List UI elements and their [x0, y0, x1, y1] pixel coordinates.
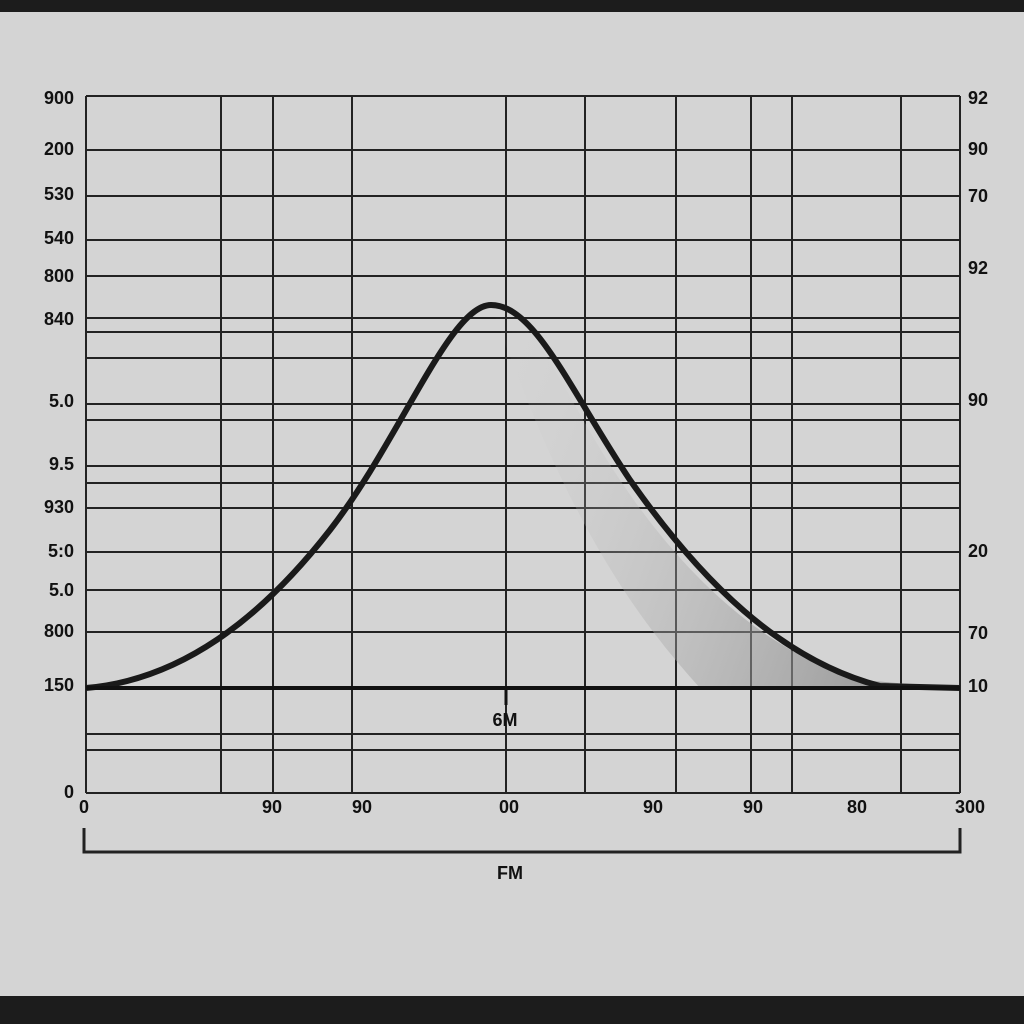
left-label: 900	[44, 88, 74, 108]
bottom-label: 90	[352, 797, 372, 817]
left-label: 540	[44, 228, 74, 248]
bottom-label: 0	[79, 797, 89, 817]
grid	[85, 95, 961, 794]
right-label: 90	[968, 139, 988, 159]
curve-shading	[491, 305, 960, 688]
right-label: 70	[968, 186, 988, 206]
left-label: 150	[44, 675, 74, 695]
top-bar	[0, 0, 1024, 12]
right-label: 92	[968, 88, 988, 108]
left-label: 930	[44, 497, 74, 517]
left-label: 840	[44, 309, 74, 329]
left-label: 9.5	[49, 454, 74, 474]
right-label: 20	[968, 541, 988, 561]
marker-label: 6M	[492, 710, 517, 730]
axis-bracket	[82, 828, 962, 854]
left-label: 800	[44, 266, 74, 286]
left-label: 200	[44, 139, 74, 159]
bottom-bar	[0, 996, 1024, 1024]
right-label: 10	[968, 676, 988, 696]
left-label: 800	[44, 621, 74, 641]
bottom-label: 90	[262, 797, 282, 817]
bell-curve	[85, 301, 961, 691]
left-label: 0	[64, 782, 74, 802]
axis-label: FM	[497, 863, 523, 883]
left-label: 5.0	[49, 580, 74, 600]
left-label: 530	[44, 184, 74, 204]
bottom-label: 90	[743, 797, 763, 817]
right-label: 70	[968, 623, 988, 643]
bottom-label: 90	[643, 797, 663, 817]
left-label: 5.0	[49, 391, 74, 411]
bottom-label: 300	[955, 797, 985, 817]
bottom-label: 80	[847, 797, 867, 817]
right-label: 90	[968, 390, 988, 410]
left-label: 5:0	[48, 541, 74, 561]
right-label: 92	[968, 258, 988, 278]
bottom-label: 00	[499, 797, 519, 817]
